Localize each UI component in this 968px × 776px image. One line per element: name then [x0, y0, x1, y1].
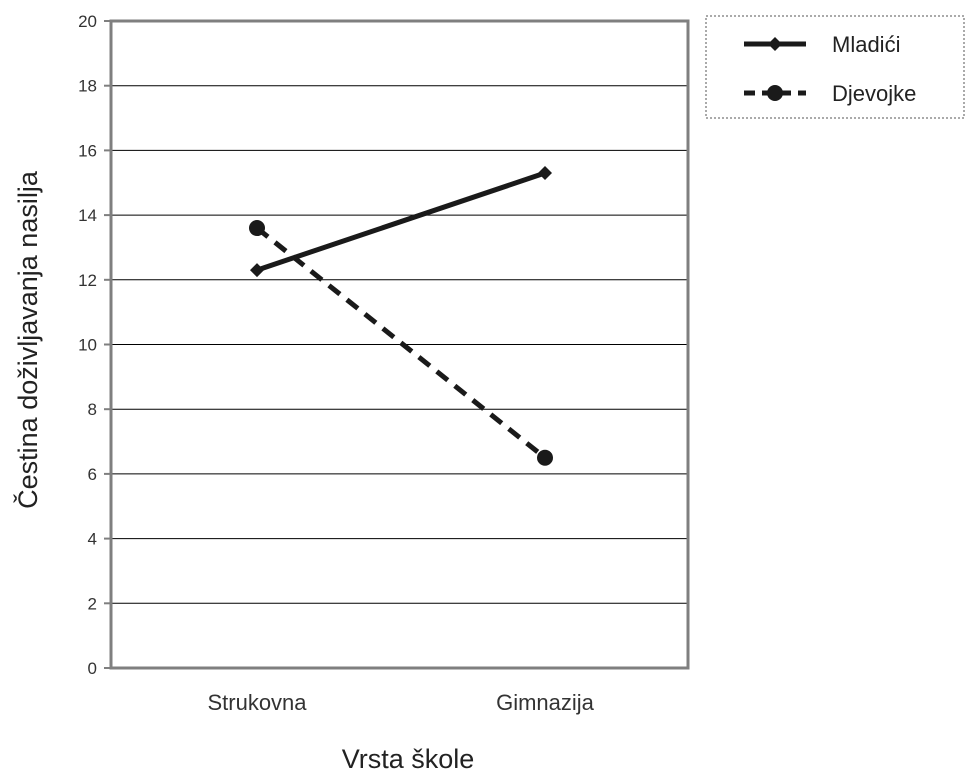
x-axis-title: Vrsta škole	[342, 744, 475, 774]
x-axis: Strukovna Gimnazija	[207, 690, 594, 715]
y-tick-label: 12	[78, 271, 97, 290]
y-axis-title: Čestina doživljavanja nasilja	[12, 170, 43, 509]
y-tick-label: 4	[88, 530, 97, 549]
y-tick-label: 20	[78, 12, 97, 31]
y-tick-label: 18	[78, 77, 97, 96]
legend: Mladići Djevojke	[705, 15, 965, 119]
series-line	[255, 226, 547, 460]
legend-items: Mladići Djevojke	[744, 32, 916, 106]
legend-box	[705, 15, 965, 119]
legend-marker	[768, 37, 782, 51]
data-point	[537, 449, 553, 466]
data-point	[249, 220, 265, 237]
y-tick-label: 6	[88, 465, 97, 484]
legend-label: Mladići	[832, 32, 900, 57]
legend-label: Djevojke	[832, 81, 916, 106]
series-line	[256, 170, 546, 273]
x-tick-label: Gimnazija	[496, 690, 595, 715]
y-tick-label: 14	[78, 206, 97, 225]
y-tick-label: 2	[88, 594, 97, 613]
y-axis: 0 2 4 6 8 10 12 14 16 18 20	[78, 12, 111, 678]
x-tick-label: Strukovna	[207, 690, 307, 715]
y-tick-label: 10	[78, 336, 97, 355]
series-1	[250, 166, 552, 278]
y-tick-label: 16	[78, 141, 97, 160]
series-2	[249, 220, 553, 466]
legend-marker	[767, 85, 783, 101]
data-point	[250, 263, 264, 278]
series-layer	[249, 166, 553, 466]
y-tick-label: 8	[88, 400, 97, 419]
y-tick-label: 0	[88, 659, 97, 678]
data-point	[538, 166, 552, 181]
